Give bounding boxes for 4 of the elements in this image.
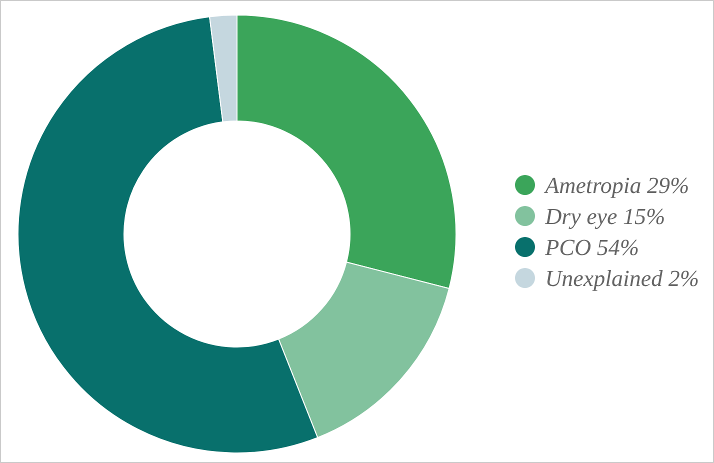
legend-label: Ametropia 29% [545, 172, 690, 200]
legend-label: Dry eye 15% [545, 202, 666, 231]
legend-label: Unexplained 2% [545, 264, 699, 293]
legend-label: PCO 54% [545, 234, 639, 262]
